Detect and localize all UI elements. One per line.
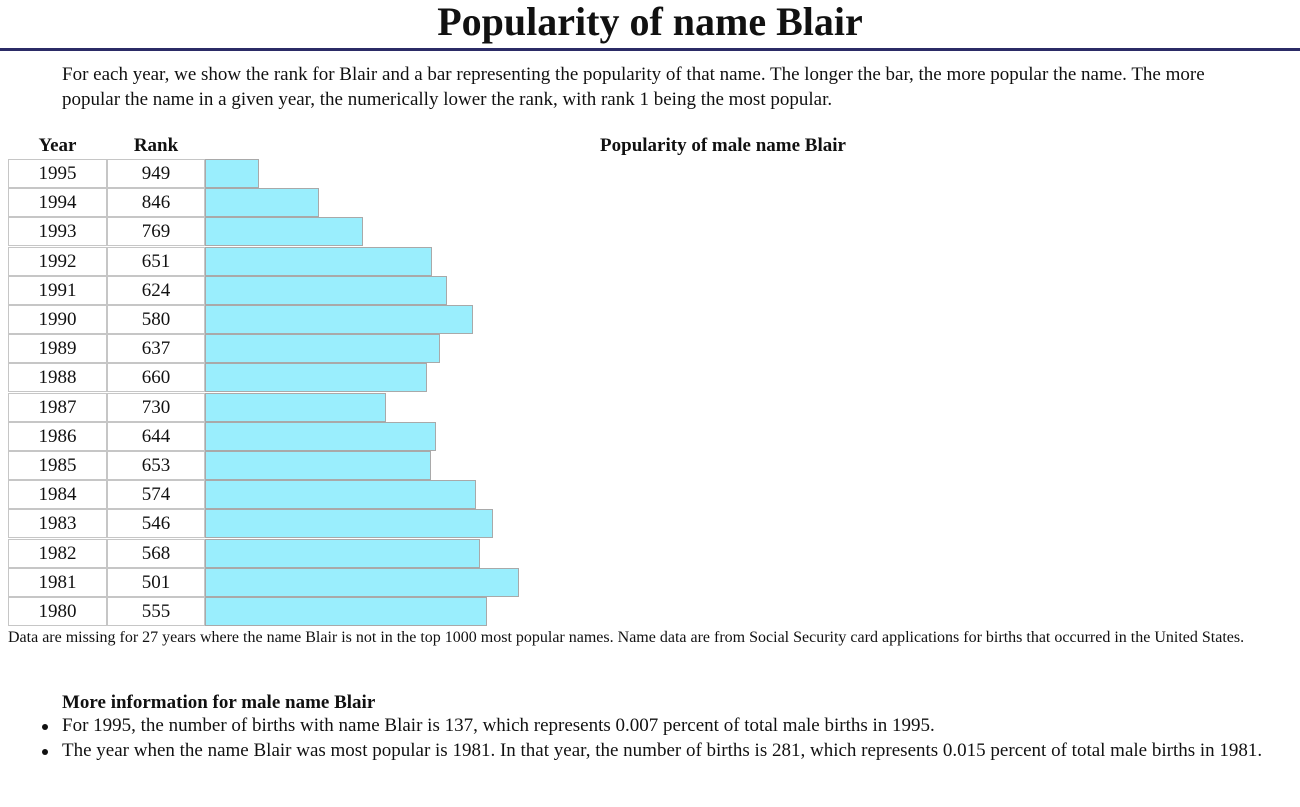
- table-row: 1982 568: [0, 538, 1300, 568]
- popularity-bar: [205, 275, 448, 305]
- info-item: For 1995, the number of births with name…: [42, 714, 1292, 738]
- table-row: 1988 660: [0, 363, 1300, 393]
- title-divider: [0, 48, 1300, 51]
- rank-cell: 846: [107, 188, 205, 218]
- more-info-heading: More information for male name Blair: [62, 692, 376, 713]
- rank-cell: 555: [107, 597, 205, 626]
- popularity-bar: [205, 480, 477, 510]
- year-cell: 1982: [8, 538, 107, 568]
- year-cell: 1981: [8, 567, 107, 597]
- popularity-bar: [205, 159, 259, 188]
- popularity-bar: [205, 567, 519, 597]
- popularity-bar: [205, 217, 364, 247]
- popularity-bar: [205, 509, 493, 539]
- table-row: 1992 651: [0, 246, 1300, 276]
- table-row: 1991 624: [0, 275, 1300, 305]
- year-cell: 1986: [8, 421, 107, 451]
- year-cell: 1980: [8, 597, 107, 626]
- info-item-text: The year when the name Blair was most po…: [62, 740, 1263, 761]
- info-item: The year when the name Blair was most po…: [42, 739, 1292, 763]
- year-cell: 1995: [8, 159, 107, 188]
- popularity-bar: [205, 538, 480, 568]
- rank-column-header: Rank: [133, 135, 179, 156]
- bullet-icon: [42, 749, 48, 755]
- table-row: 1986 644: [0, 421, 1300, 451]
- intro-paragraph: For each year, we show the rank for Blai…: [62, 64, 1205, 110]
- rank-cell: 660: [107, 363, 205, 393]
- table-row: 1994 846: [0, 188, 1300, 218]
- rank-cell: 546: [107, 509, 205, 539]
- year-cell: 1983: [8, 509, 107, 539]
- table-row: 1980 555: [0, 597, 1300, 626]
- data-footnote: Data are missing for 27 years where the …: [8, 629, 1245, 646]
- bullet-icon: [42, 724, 48, 730]
- rank-cell: 574: [107, 480, 205, 510]
- rank-cell: 624: [107, 275, 205, 305]
- popularity-bar: [205, 363, 427, 393]
- rank-cell: 580: [107, 305, 205, 334]
- year-cell: 1987: [8, 392, 107, 422]
- year-cell: 1988: [8, 363, 107, 393]
- year-cell: 1989: [8, 334, 107, 364]
- year-cell: 1984: [8, 480, 107, 510]
- chart-title: Popularity of male name Blair: [600, 135, 846, 156]
- popularity-bar: [205, 421, 436, 451]
- table-row: 1989 637: [0, 334, 1300, 364]
- rank-cell: 568: [107, 538, 205, 568]
- popularity-bar: [205, 305, 473, 334]
- rank-cell: 730: [107, 392, 205, 422]
- year-column-header: Year: [38, 135, 77, 156]
- year-cell: 1985: [8, 451, 107, 480]
- table-row: 1990 580: [0, 305, 1300, 334]
- year-cell: 1992: [8, 246, 107, 276]
- rank-cell: 651: [107, 246, 205, 276]
- popularity-bar: [205, 334, 440, 364]
- table-row: 1987 730: [0, 392, 1300, 422]
- year-cell: 1991: [8, 275, 107, 305]
- rank-cell: 501: [107, 567, 205, 597]
- rank-cell: 949: [107, 159, 205, 188]
- table-row: 1984 574: [0, 480, 1300, 510]
- rank-cell: 637: [107, 334, 205, 364]
- popularity-bar: [205, 451, 431, 480]
- table-row: 1993 769: [0, 217, 1300, 247]
- popularity-bar: [205, 246, 432, 276]
- year-cell: 1993: [8, 217, 107, 247]
- year-cell: 1990: [8, 305, 107, 334]
- more-info-list: For 1995, the number of births with name…: [42, 714, 1292, 764]
- page-title: Popularity of name Blair: [437, 0, 863, 44]
- rank-cell: 653: [107, 451, 205, 480]
- table-row: 1983 546: [0, 509, 1300, 539]
- popularity-bar: [205, 188, 319, 218]
- year-cell: 1994: [8, 188, 107, 218]
- rank-cell: 644: [107, 421, 205, 451]
- info-item-text: For 1995, the number of births with name…: [62, 715, 935, 736]
- popularity-bar: [205, 597, 488, 626]
- popularity-bar: [205, 392, 386, 422]
- rank-cell: 769: [107, 217, 205, 247]
- table-row: 1995 949: [0, 159, 1300, 188]
- table-row: 1981 501: [0, 567, 1300, 597]
- table-row: 1985 653: [0, 451, 1300, 480]
